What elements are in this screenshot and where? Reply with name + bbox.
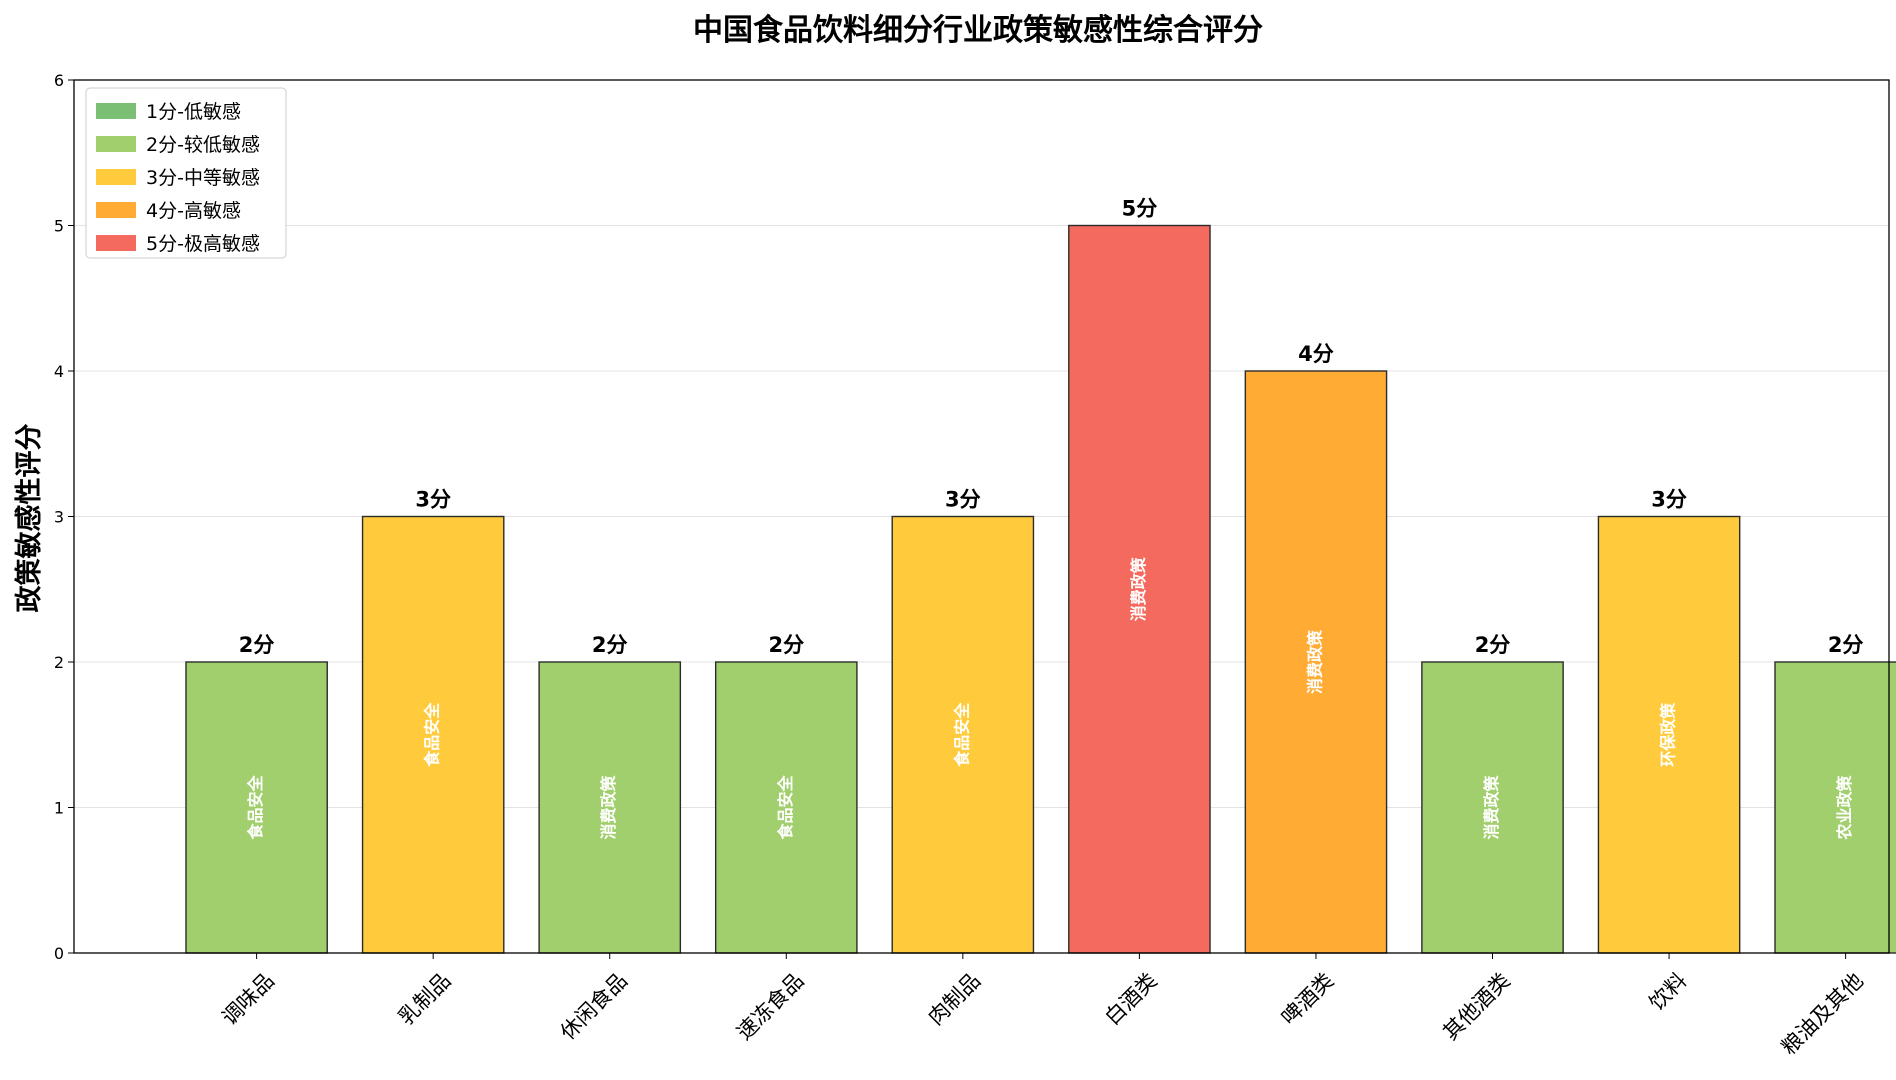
x-tick-label: 调味品: [217, 968, 279, 1030]
legend-label: 4分-高敏感: [146, 200, 241, 222]
legend-swatch: [96, 202, 136, 218]
bar: [1068, 224, 1211, 954]
bar-inner-label: 食品安全: [423, 702, 442, 768]
bar: [891, 515, 1035, 954]
bar-value-label: 3分: [415, 488, 451, 512]
y-axis: 0 1 2 3 4 5 6: [54, 71, 74, 963]
legend-label: 5分-极高敏感: [146, 233, 260, 255]
y-tick-label: 4: [54, 362, 64, 381]
bar: [361, 515, 505, 954]
bar-value-label: 2分: [768, 633, 804, 657]
bar: [538, 661, 682, 954]
bar-value-label: 3分: [945, 488, 981, 512]
x-axis: 调味品 乳制品 休闲食品 速冻食品 肉制品 白酒类 啤酒类 其他酒类 饮料 粮油及其他: [217, 953, 1868, 1060]
y-tick-label: 6: [54, 71, 64, 90]
bar-inner-label: 消费政策: [1482, 775, 1501, 840]
x-tick-label: 饮料: [1645, 968, 1692, 1015]
legend-swatch: [96, 103, 136, 119]
bar-inner-label: 消费政策: [1129, 556, 1148, 621]
legend-swatch: [96, 136, 136, 152]
legend-label: 1分-低敏感: [146, 101, 241, 123]
bar-value-label: 4分: [1298, 342, 1334, 366]
x-tick-label: 乳制品: [394, 968, 456, 1030]
bar-value-label: 2分: [1475, 633, 1511, 657]
bars: 2分食品安全3分食品安全2分消费政策2分食品安全3分食品安全5分消费政策4分消费…: [185, 197, 1896, 954]
bar-value-label: 2分: [1828, 633, 1864, 657]
bar-value-label: 5分: [1122, 197, 1158, 221]
y-tick-label: 3: [54, 508, 64, 527]
x-tick-label: 肉制品: [924, 968, 986, 1030]
bar-inner-label: 食品安全: [776, 775, 795, 841]
x-tick-label: 粮油及其他: [1777, 968, 1868, 1059]
legend-swatch: [96, 235, 136, 251]
y-tick-label: 2: [54, 653, 64, 672]
bar: [1244, 370, 1388, 954]
x-tick-label: 休闲食品: [556, 968, 632, 1044]
legend-swatch: [96, 169, 136, 185]
legend: 1分-低敏感 2分-较低敏感 3分-中等敏感 4分-高敏感 5分-极高敏感: [85, 87, 287, 259]
x-tick-label: 速冻食品: [732, 968, 808, 1044]
bar: [714, 661, 858, 954]
chart-title: 中国食品饮料细分行业政策敏感性综合评分: [693, 13, 1263, 48]
legend-label: 3分-中等敏感: [146, 167, 260, 189]
bar-inner-label: 食品安全: [246, 775, 265, 841]
y-tick-label: 0: [54, 944, 64, 963]
bar-value-label: 2分: [239, 633, 275, 657]
bar-inner-label: 食品安全: [952, 702, 971, 768]
y-tick-label: 1: [54, 799, 64, 818]
bar-value-label: 3分: [1651, 488, 1687, 512]
y-axis-label: 政策敏感性评分: [13, 424, 45, 613]
x-tick-label: 啤酒类: [1277, 968, 1339, 1030]
bar-inner-label: 农业政策: [1835, 775, 1854, 841]
bar: [185, 661, 328, 954]
bar: [1421, 661, 1564, 954]
bar: [1597, 515, 1741, 954]
x-tick-label: 白酒类: [1100, 968, 1162, 1030]
bar-inner-label: 消费政策: [599, 775, 618, 840]
legend-label: 2分-较低敏感: [146, 134, 260, 156]
bar-inner-label: 环保政策: [1659, 702, 1678, 767]
y-tick-label: 5: [54, 217, 64, 236]
bar: [1774, 661, 1896, 954]
x-tick-label: 其他酒类: [1438, 968, 1514, 1044]
bar-value-label: 2分: [592, 633, 628, 657]
bar-inner-label: 消费政策: [1305, 629, 1324, 694]
